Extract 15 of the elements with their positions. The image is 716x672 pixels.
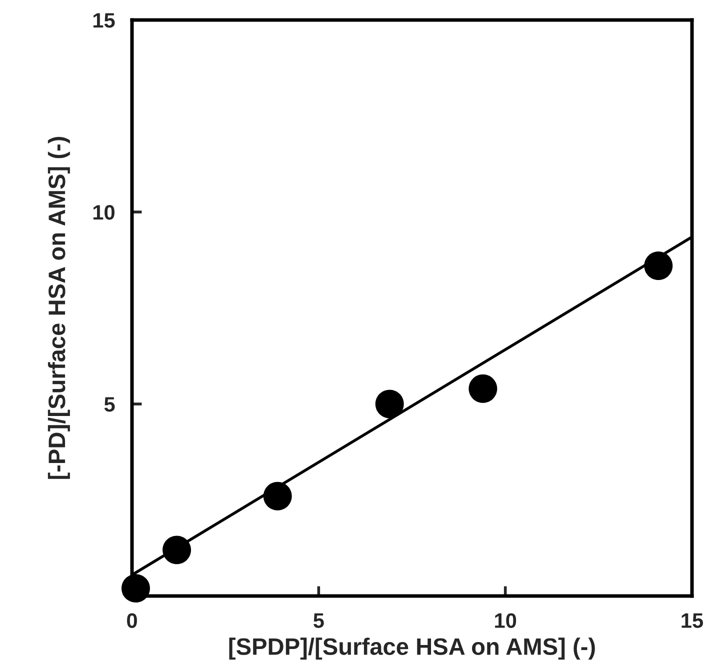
point — [375, 390, 404, 418]
point — [162, 536, 192, 564]
x-tick-label: 0 — [127, 613, 137, 628]
y-axis-title: [-PD]/[Surface HSA on AMS] (-) — [48, 136, 70, 479]
y-tick-label: 15 — [93, 13, 115, 28]
x-axis-title: [SPDP]/[Surface HSA on AMS] (-) — [229, 638, 595, 660]
point — [263, 482, 292, 510]
x-tick-label: 5 — [314, 613, 324, 628]
point — [122, 574, 150, 603]
point — [468, 374, 498, 403]
y-tick-label: 5 — [104, 397, 115, 412]
x-tick-label: 15 — [682, 613, 704, 628]
point — [644, 252, 673, 280]
y-tick-label: 10 — [93, 205, 114, 220]
x-tick-label: 10 — [495, 613, 516, 628]
